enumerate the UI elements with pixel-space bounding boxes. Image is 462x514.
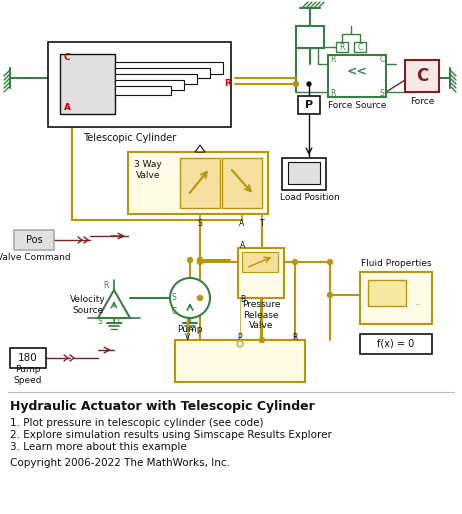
Text: P: P xyxy=(237,334,242,342)
Bar xyxy=(360,272,432,324)
Polygon shape xyxy=(98,290,130,318)
Text: 3. Learn more about this example: 3. Learn more about this example xyxy=(10,442,187,452)
Text: Velocity
Source: Velocity Source xyxy=(70,296,106,315)
Text: <<: << xyxy=(346,65,367,79)
Circle shape xyxy=(328,292,333,298)
Text: B: B xyxy=(240,296,246,304)
Bar xyxy=(354,42,366,52)
Text: Pump
Speed: Pump Speed xyxy=(14,365,42,384)
Text: R: R xyxy=(103,281,109,289)
Bar xyxy=(115,74,197,84)
Bar xyxy=(222,158,262,208)
Text: C: C xyxy=(379,56,385,64)
Text: S: S xyxy=(97,317,103,325)
Text: Fluid Properties: Fluid Properties xyxy=(361,260,432,268)
Circle shape xyxy=(197,258,202,263)
Text: R: R xyxy=(330,88,336,98)
Text: Valve Command: Valve Command xyxy=(0,252,71,262)
Bar xyxy=(115,68,210,78)
Bar xyxy=(298,96,320,114)
Text: C: C xyxy=(358,43,363,51)
Text: Force: Force xyxy=(410,97,434,105)
Text: Pos: Pos xyxy=(26,235,43,245)
Bar xyxy=(115,86,171,95)
Bar xyxy=(288,162,320,184)
Text: A: A xyxy=(239,219,244,229)
Text: Pressure
Release
Valve: Pressure Release Valve xyxy=(242,300,280,330)
Text: 2. Explore simulation results using Simscape Results Explorer: 2. Explore simulation results using Sims… xyxy=(10,430,332,440)
Text: C: C xyxy=(171,307,176,317)
Bar xyxy=(238,248,284,298)
Bar xyxy=(336,42,348,52)
Circle shape xyxy=(237,341,243,347)
Text: T: T xyxy=(260,219,264,229)
Bar xyxy=(175,340,305,382)
Text: C: C xyxy=(416,67,428,85)
Text: f(x) = 0: f(x) = 0 xyxy=(377,339,414,349)
Circle shape xyxy=(188,258,193,263)
Bar xyxy=(128,152,268,214)
Bar xyxy=(242,252,278,272)
Text: 1. Plot pressure in telescopic cylinder (see code): 1. Plot pressure in telescopic cylinder … xyxy=(10,418,263,428)
Bar xyxy=(368,280,406,306)
Text: C: C xyxy=(64,52,70,62)
Circle shape xyxy=(237,341,243,347)
Bar xyxy=(296,26,324,48)
Bar xyxy=(60,54,115,114)
Text: V: V xyxy=(185,334,191,342)
Bar xyxy=(405,60,439,92)
Circle shape xyxy=(307,82,311,86)
Text: 180: 180 xyxy=(18,353,38,363)
Bar xyxy=(48,42,231,127)
Text: 3 Way
Valve: 3 Way Valve xyxy=(134,160,162,180)
Text: Hydraulic Actuator with Telescopic Cylinder: Hydraulic Actuator with Telescopic Cylin… xyxy=(10,400,315,413)
Text: Copyright 2006-2022 The MathWorks, Inc.: Copyright 2006-2022 The MathWorks, Inc. xyxy=(10,458,230,468)
Text: ..: .. xyxy=(414,297,422,307)
Circle shape xyxy=(197,260,202,265)
Text: Pump: Pump xyxy=(177,325,203,335)
Text: R: R xyxy=(339,43,345,51)
Text: A: A xyxy=(240,242,246,250)
Circle shape xyxy=(260,338,265,342)
Text: S: S xyxy=(171,293,176,303)
Circle shape xyxy=(293,82,298,86)
Text: R: R xyxy=(225,80,231,88)
Text: Telescopic Cylinder: Telescopic Cylinder xyxy=(83,133,176,143)
Text: R: R xyxy=(330,56,336,64)
Text: Force Source: Force Source xyxy=(328,101,386,111)
Bar xyxy=(180,158,220,208)
Bar xyxy=(282,158,326,190)
Bar xyxy=(115,62,223,74)
Polygon shape xyxy=(195,145,205,152)
Bar xyxy=(328,55,386,97)
Circle shape xyxy=(292,260,298,265)
Circle shape xyxy=(328,260,333,265)
Circle shape xyxy=(197,296,202,301)
Bar xyxy=(360,334,432,354)
Circle shape xyxy=(170,278,210,318)
Text: S: S xyxy=(198,219,202,229)
Text: A: A xyxy=(63,102,71,112)
Bar xyxy=(14,230,54,250)
Text: Load Position: Load Position xyxy=(280,193,340,201)
Bar xyxy=(10,348,46,368)
Text: C: C xyxy=(117,317,122,325)
Text: S: S xyxy=(380,88,384,98)
Bar xyxy=(115,80,184,90)
Text: R: R xyxy=(292,334,298,342)
Text: P: P xyxy=(305,100,313,110)
